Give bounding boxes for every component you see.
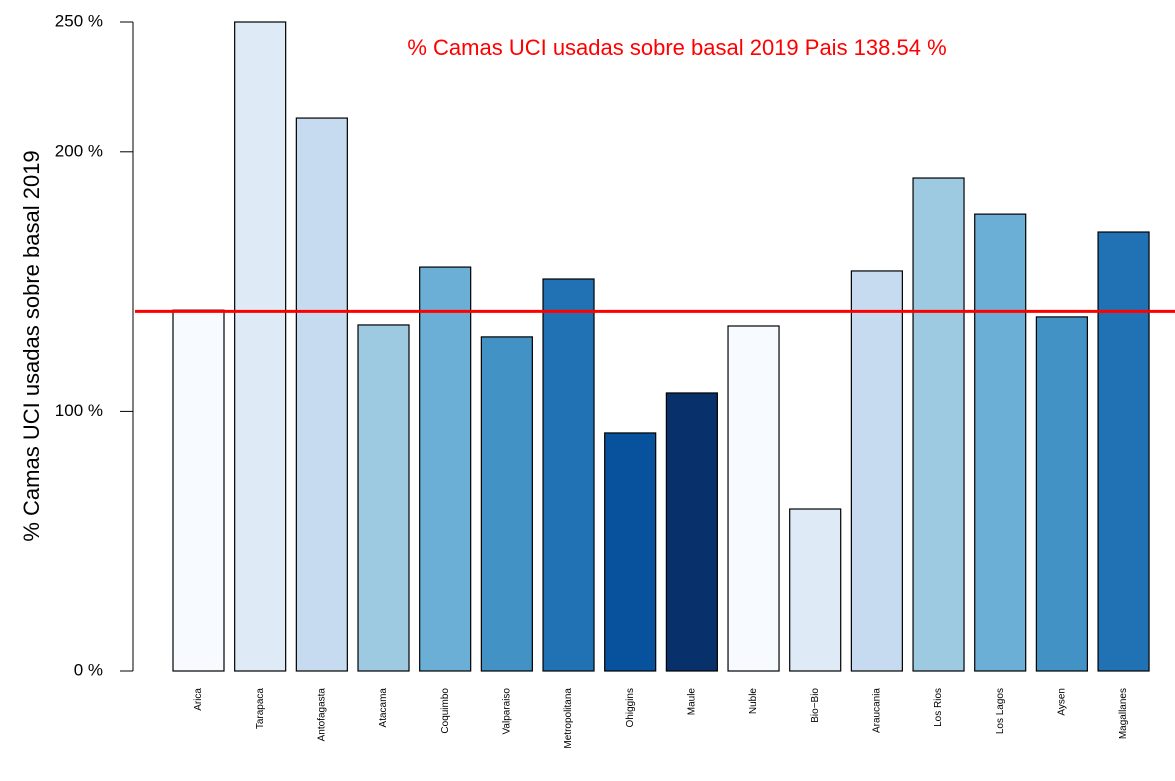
x-tick-label: Metropolitana [563,688,574,749]
bar [727,325,780,672]
bar [480,336,533,672]
x-tick-label: Nuble [748,688,759,715]
x-tick-label: Bio−Bio [810,688,821,723]
bar [419,266,472,672]
bar [604,432,657,672]
x-tick-label: Tarapaca [255,688,266,730]
y-axis-label: % Camas UCI usadas sobre basal 2019 [19,150,44,541]
y-tick-label: 0 % [74,660,103,679]
bar [665,392,718,672]
y-tick-label: 250 % [55,11,103,30]
x-tick-label: Los Rios [933,688,944,727]
bar [1035,316,1088,672]
x-tick-label: Coquimbo [440,688,451,734]
bar [1097,231,1150,672]
x-tick-label: Aysen [1057,688,1068,716]
x-tick-label: Magallanes [1118,688,1129,739]
bar [357,324,410,672]
bar [295,117,348,672]
x-tick-label: Ohiggins [625,688,636,727]
x-tick-label: Antofagasta [316,688,327,742]
y-tick-label: 200 % [55,141,103,160]
bar [912,177,965,672]
bar [172,309,225,672]
bar [850,270,903,672]
x-tick-label: Atacama [378,688,389,728]
y-tick-label: 100 % [55,401,103,420]
bar [234,21,287,672]
x-tick-label: Maule [687,688,698,716]
x-tick-label: Araucania [872,688,883,733]
chart-title: % Camas UCI usadas sobre basal 2019 Pais… [407,35,946,60]
x-tick-label: Arica [193,688,204,711]
bar [542,278,595,672]
x-tick-label: Valparaiso [501,688,512,735]
bar [789,508,842,672]
bar [974,213,1027,672]
x-tick-label: Los Lagos [995,688,1006,734]
